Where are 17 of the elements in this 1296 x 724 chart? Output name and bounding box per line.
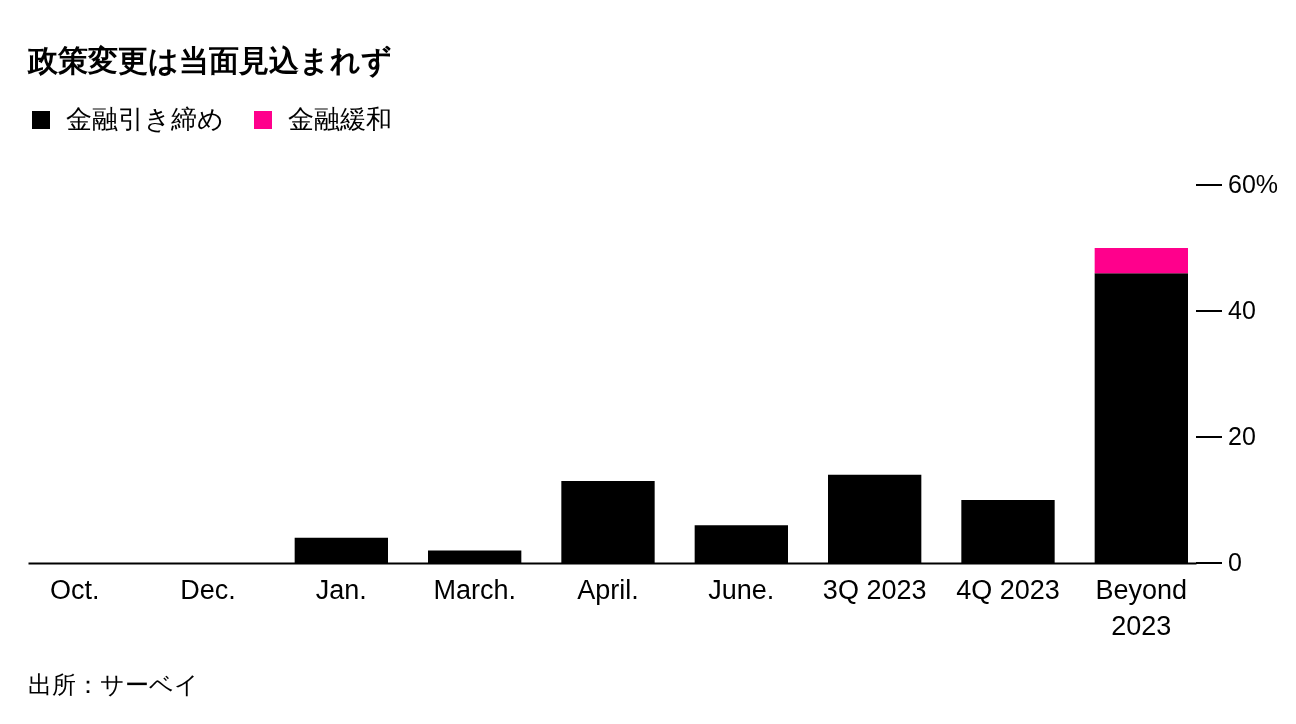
x-tick-label: 4Q 2023 bbox=[956, 574, 1060, 605]
x-tick-label: April. bbox=[577, 574, 639, 605]
x-tick-label: Jan. bbox=[315, 574, 367, 605]
x-tick-label: June. bbox=[708, 574, 775, 605]
y-tick-label: 0 bbox=[1228, 548, 1242, 576]
y-tick-label: 20 bbox=[1228, 422, 1256, 450]
x-tick-label: Dec. bbox=[180, 574, 236, 605]
text: 出所：サーベイ bbox=[28, 671, 199, 698]
y-tick-label: 40 bbox=[1228, 296, 1256, 324]
y-tick-label: 60% bbox=[1228, 170, 1279, 198]
chart-title: 政策変更は当面見込まれず bbox=[27, 44, 392, 78]
x-tick-label: March. bbox=[433, 574, 516, 605]
legend-label: 金融緩和 bbox=[288, 104, 392, 134]
x-tick-label: Beyond 2023 bbox=[1095, 574, 1188, 641]
legend-label: 金融引き締め bbox=[66, 104, 224, 134]
x-tick-label: 3Q 2023 bbox=[822, 574, 927, 605]
x-tick-label: Oct. bbox=[49, 574, 100, 605]
